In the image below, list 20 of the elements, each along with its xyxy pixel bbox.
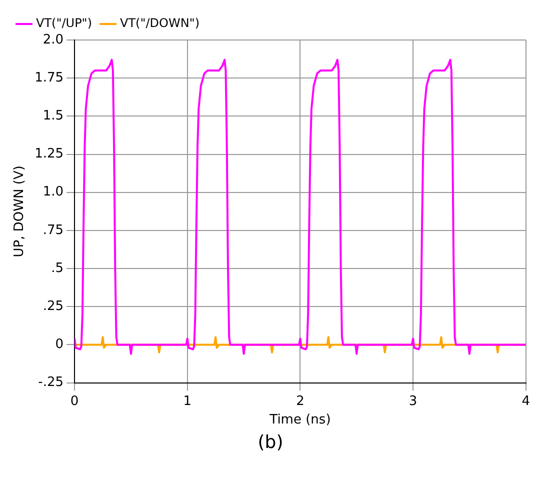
legend-label: VT("/DOWN"): [120, 16, 200, 30]
y-tick-label: .75: [42, 222, 64, 238]
y-tick-label: 1.5: [42, 108, 64, 124]
y-tick-label: 1.75: [34, 70, 64, 86]
x-tick-label: 0: [70, 394, 79, 409]
y-tick-label: .5: [51, 260, 64, 276]
x-tick-label: 1: [183, 394, 192, 409]
y-tick-label: 1.25: [34, 146, 64, 162]
y-axis-title: UP, DOWN (V): [12, 166, 28, 258]
x-axis-title: Time (ns): [268, 412, 331, 428]
legend-label: VT("/UP"): [36, 16, 92, 30]
y-tick-label: .25: [42, 298, 64, 314]
y-tick-label: 2.0: [42, 32, 64, 48]
text: (b): [256, 432, 284, 453]
x-tick-label: 4: [522, 394, 530, 409]
x-tick-label: 3: [408, 394, 418, 409]
x-tick-label: 2: [296, 394, 304, 409]
y-tick-label: -.25: [38, 375, 64, 390]
y-tick-label: 0: [55, 337, 64, 352]
y-tick-label: 1.0: [42, 184, 64, 200]
